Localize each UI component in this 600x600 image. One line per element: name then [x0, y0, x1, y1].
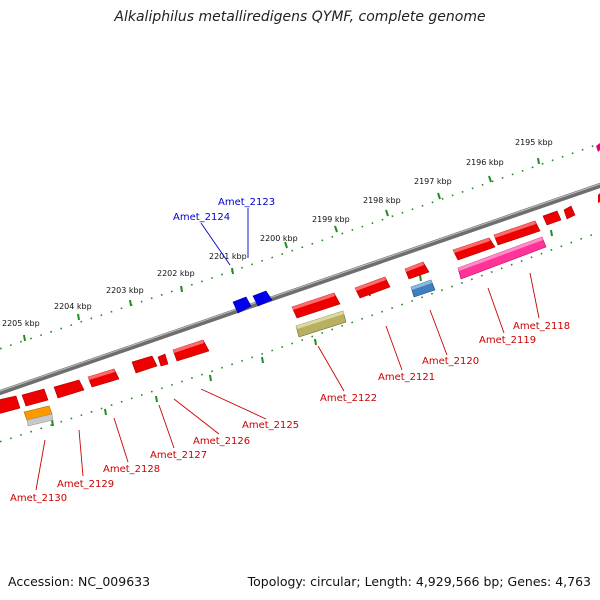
- gene-label-amet-2120: Amet_2120: [422, 356, 479, 367]
- scale-ticks: [23, 157, 540, 342]
- scale-label-2199: 2199 kbp: [312, 215, 350, 224]
- label-leaders: [35, 208, 540, 491]
- gene-label-amet-2128: Amet_2128: [103, 464, 160, 475]
- map-title: Alkaliphilus metalliredigens QYMF, compl…: [114, 9, 486, 25]
- gene-arrow: [21, 388, 49, 407]
- sequence-backbone: [0, 182, 600, 396]
- gene-label-amet-2121: Amet_2121: [378, 372, 435, 383]
- gene-label-amet-2130: Amet_2130: [10, 493, 67, 504]
- blue-genes: [232, 290, 273, 314]
- scale-label-2197: 2197 kbp: [414, 177, 452, 186]
- gene-arrow: [596, 143, 600, 152]
- scale-label-2195: 2195 kbp: [515, 138, 553, 147]
- genome-summary-text: Topology: circular; Length: 4,929,566 bp…: [247, 574, 591, 589]
- gene-arrow: [232, 296, 252, 314]
- accession-text: Accession: NC_009633: [8, 574, 151, 589]
- gene-label-amet-2123: Amet_2123: [218, 197, 275, 208]
- gene-label-amet-2122: Amet_2122: [320, 393, 377, 404]
- scale-ring-outer: [0, 142, 600, 350]
- gene-label-amet-2124: Amet_2124: [173, 212, 230, 223]
- gene-arrow: [493, 220, 541, 246]
- gene-label-amet-2129: Amet_2129: [57, 479, 114, 490]
- gene-label-amet-2127: Amet_2127: [150, 450, 207, 461]
- gene-arrow: [53, 379, 85, 399]
- gene-label-amet-2119: Amet_2119: [479, 335, 536, 346]
- magenta-feature: [457, 236, 547, 280]
- gene-arrow: [354, 276, 391, 299]
- gene-arrow: [542, 210, 562, 226]
- gene-arrow: [252, 290, 273, 307]
- gene-label-amet-2126: Amet_2126: [193, 436, 250, 447]
- scale-label-2198: 2198 kbp: [363, 196, 401, 205]
- forward-genes: [0, 143, 600, 414]
- scale-label-2201: 2201 kbp: [209, 252, 247, 261]
- scale-label-2200: 2200 kbp: [260, 234, 298, 243]
- scale-label-2204: 2204 kbp: [54, 302, 92, 311]
- gene-arrow: [87, 368, 120, 388]
- scale-label-2205: 2205 kbp: [2, 319, 40, 328]
- gene-arrow: [0, 395, 21, 414]
- gene-arrow: [291, 292, 341, 319]
- gene-arrow: [131, 355, 158, 374]
- scale-label-2202: 2202 kbp: [157, 269, 195, 278]
- scale-label-2196: 2196 kbp: [466, 158, 504, 167]
- scale-label-2203: 2203 kbp: [106, 286, 144, 295]
- gene-arrow: [157, 353, 169, 367]
- inner-features: [23, 236, 547, 427]
- gene-label-amet-2125: Amet_2125: [242, 420, 299, 431]
- gene-arrow: [563, 205, 576, 220]
- gene-label-amet-2118: Amet_2118: [513, 321, 570, 332]
